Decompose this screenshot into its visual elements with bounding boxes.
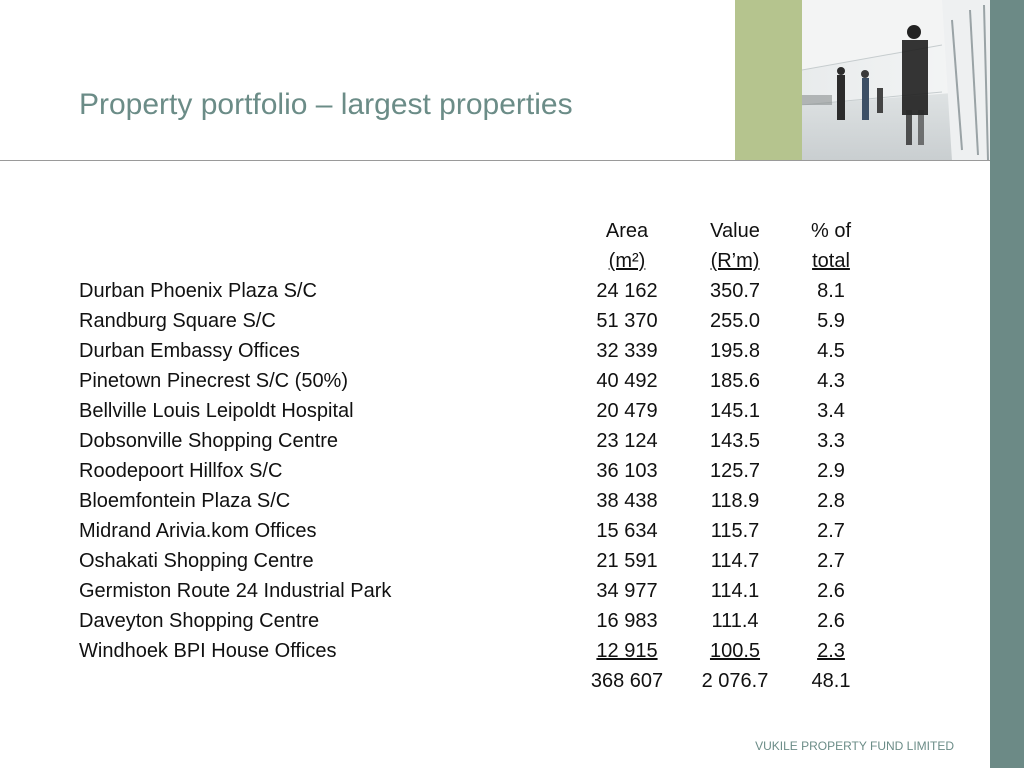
property-area: 15 634 (596, 520, 658, 542)
property-value: 100.5 (709, 640, 761, 662)
header-value: Value (710, 220, 760, 242)
property-table: Area Value % of (m²) (R’m) total Durban … (79, 216, 879, 696)
property-pct: 2.6 (817, 580, 845, 602)
property-pct: 4.5 (817, 340, 845, 362)
property-value: 125.7 (709, 460, 761, 482)
property-name: Bloemfontein Plaza S/C (79, 490, 291, 512)
table-row: Bloemfontein Plaza S/C 38 438 118.9 2.8 (79, 486, 879, 516)
property-value: 350.7 (709, 280, 761, 302)
table-row: Durban Phoenix Plaza S/C 24 162 350.7 8.… (79, 276, 879, 306)
property-pct: 3.3 (817, 430, 845, 452)
header-value-unit: (R’m) (710, 250, 760, 272)
total-value: 2 076.7 (701, 670, 769, 692)
property-name: Durban Embassy Offices (79, 340, 300, 362)
property-value: 114.1 (710, 580, 760, 602)
property-value: 115.7 (710, 520, 760, 542)
table-row: Durban Embassy Offices 32 339 195.8 4.5 (79, 336, 879, 366)
green-accent-strip (735, 0, 802, 161)
header-photo (802, 0, 990, 161)
property-pct: 2.6 (817, 610, 845, 632)
total-area: 368 607 (590, 670, 664, 692)
property-pct: 2.7 (817, 520, 845, 542)
property-name: Durban Phoenix Plaza S/C (79, 280, 317, 302)
property-name: Bellville Louis Leipoldt Hospital (79, 400, 354, 422)
table-row: Windhoek BPI House Offices 12 915 100.5 … (79, 636, 879, 666)
property-pct: 2.3 (817, 640, 845, 662)
totals-row: 368 607 2 076.7 48.1 (79, 666, 879, 696)
property-area: 34 977 (596, 580, 658, 602)
property-area: 40 492 (596, 370, 658, 392)
table-row: Bellville Louis Leipoldt Hospital 20 479… (79, 396, 879, 426)
table-row: Daveyton Shopping Centre 16 983 111.4 2.… (79, 606, 879, 636)
right-accent-bar (990, 0, 1024, 768)
header-pct: % of (810, 220, 852, 242)
property-area: 24 162 (596, 280, 658, 302)
property-name: Midrand Arivia.kom Offices (79, 520, 317, 542)
page-title: Property portfolio – largest properties (79, 88, 573, 121)
property-pct: 3.4 (817, 400, 845, 422)
property-area: 12 915 (596, 640, 658, 662)
property-area: 38 438 (596, 490, 658, 512)
table-row: Germiston Route 24 Industrial Park 34 97… (79, 576, 879, 606)
header-pct-unit: total (812, 250, 850, 272)
total-pct: 48.1 (811, 670, 851, 692)
property-area: 36 103 (596, 460, 658, 482)
property-pct: 2.8 (817, 490, 845, 512)
property-value: 145.1 (709, 400, 761, 422)
property-name: Dobsonville Shopping Centre (79, 430, 339, 452)
property-name: Roodepoort Hillfox S/C (79, 460, 283, 482)
property-area: 32 339 (596, 340, 658, 362)
property-name: Germiston Route 24 Industrial Park (79, 580, 392, 602)
header-area-unit: (m²) (608, 250, 646, 272)
table-row: Midrand Arivia.kom Offices 15 634 115.7 … (79, 516, 879, 546)
company-footer: VUKILE PROPERTY FUND LIMITED (755, 739, 954, 753)
property-pct: 5.9 (817, 310, 845, 332)
property-pct: 2.9 (817, 460, 845, 482)
table-row: Oshakati Shopping Centre 21 591 114.7 2.… (79, 546, 879, 576)
property-value: 111.4 (711, 610, 759, 632)
property-area: 20 479 (596, 400, 658, 422)
property-area: 51 370 (596, 310, 658, 332)
property-value: 255.0 (709, 310, 761, 332)
property-pct: 4.3 (817, 370, 845, 392)
property-value: 185.6 (709, 370, 761, 392)
table-row: Pinetown Pinecrest S/C (50%) 40 492 185.… (79, 366, 879, 396)
table-row: Randburg Square S/C 51 370 255.0 5.9 (79, 306, 879, 336)
property-name: Randburg Square S/C (79, 310, 276, 332)
table-header-row-1: Area Value % of (79, 216, 879, 246)
property-pct: 2.7 (817, 550, 845, 572)
property-value: 195.8 (709, 340, 761, 362)
property-name: Pinetown Pinecrest S/C (50%) (79, 370, 349, 392)
table-header-row-2: (m²) (R’m) total (79, 246, 879, 276)
property-area: 23 124 (596, 430, 658, 452)
property-value: 118.9 (710, 490, 760, 512)
header-area: Area (605, 220, 649, 242)
property-area: 16 983 (596, 610, 658, 632)
property-value: 114.7 (710, 550, 760, 572)
property-value: 143.5 (709, 430, 761, 452)
property-name: Daveyton Shopping Centre (79, 610, 320, 632)
table-row: Dobsonville Shopping Centre 23 124 143.5… (79, 426, 879, 456)
table-row: Roodepoort Hillfox S/C 36 103 125.7 2.9 (79, 456, 879, 486)
property-name: Windhoek BPI House Offices (79, 640, 337, 662)
property-pct: 8.1 (817, 280, 845, 302)
title-divider (0, 160, 990, 161)
property-area: 21 591 (596, 550, 658, 572)
property-name: Oshakati Shopping Centre (79, 550, 314, 572)
